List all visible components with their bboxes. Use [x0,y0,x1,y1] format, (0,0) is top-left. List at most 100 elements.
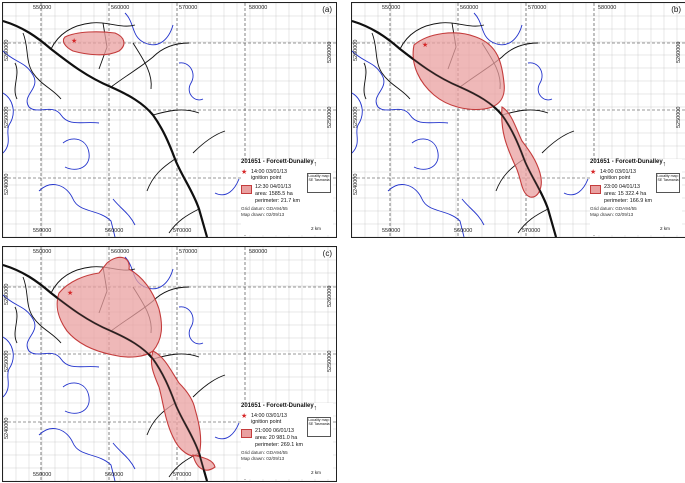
northing-label: 5240000 [4,417,10,439]
coastline [461,198,485,226]
road [541,130,575,154]
coastline [178,62,204,101]
coastline [62,138,90,170]
easting-label: 550000 [382,5,401,11]
ignition-point-icon: ★ [67,289,73,297]
northing-label: 5250000 [4,350,10,372]
scale-bar: 2 km [660,226,670,232]
scale-bar: 2 km [311,226,321,232]
northing-label: 5250000 [4,106,10,128]
ignition-label: ignition point [251,175,282,182]
easting-label: 560000 [111,249,130,255]
road [192,130,226,154]
northing-label: 5260000 [327,285,333,307]
star-icon: ★ [590,168,597,176]
ignition-point-icon: ★ [71,37,77,45]
coastline [214,178,240,196]
northing-label: 5250000 [353,106,359,128]
locality-map: Locality map: SE Tasmania [656,173,680,193]
perimeter-label: perimeter: [255,197,280,204]
northing-label: 5260000 [327,41,333,63]
road [14,306,18,344]
map-drawn: Map drawn: 02/09/13 [241,455,285,461]
map-legend: ↑ Locality map: SE Tasmania 201651 - For… [241,403,333,479]
easting-label: 570000 [173,472,192,478]
north-arrow-icon: ↑ [313,405,318,412]
coastline [38,428,116,481]
easting-label: 550000 [33,249,52,255]
easting-label: 550000 [33,5,52,11]
extent-time: 23:00 04/01/13 [604,184,640,190]
perimeter-value: 21.7 km [280,197,300,204]
legend-title: 201651 - Forcett-Dunalley [590,159,663,165]
fire-extent-polygon [62,31,125,56]
ignition-label: ignition point [600,175,631,182]
coastline [352,92,363,154]
extent-time: 12:30 04/01/13 [255,184,291,190]
road [14,62,18,100]
easting-label: 560000 [111,5,130,11]
road [168,208,200,234]
road [22,276,62,344]
northing-label: 5260000 [4,39,10,61]
area-value: 20 981.0 ha [268,434,298,441]
grid-datum: Grid datum: GDA94/55 [241,450,288,456]
easting-label: 570000 [528,5,547,11]
star-icon: ★ [241,412,248,420]
road [152,109,200,116]
road [146,158,176,192]
easting-label: 570000 [179,249,198,255]
easting-label: 560000 [460,5,479,11]
highway [352,20,557,237]
legend-ignition: ★ 14:00 03/01/13 ignition point [241,413,333,427]
area-label: area: [604,190,617,197]
easting-label: 550000 [382,228,401,234]
coastline [563,178,589,196]
road [517,208,549,234]
north-arrow-icon: ↑ [313,161,318,168]
coastline [527,62,553,101]
ignition-time: 14:00 03/01/13 [251,412,287,419]
highway [3,20,208,237]
coastline [3,50,100,124]
grid-datum: Grid datum: GDA94/55 [590,206,637,212]
highway [3,264,208,481]
area-label: area: [255,190,268,197]
extent-time: 21:000 06/01/13 [255,428,294,434]
map-legend: ↑ Locality map: SE Tasmania 201651 - For… [590,159,682,235]
panel-label: (b) [671,5,681,14]
ignition-time: 14:00 03/01/13 [251,168,287,175]
coastline [352,50,449,124]
map-panel-c: ★ (c) 550000 560000 570000 580000 550000… [2,246,337,482]
northing-label: 5250000 [327,350,333,372]
coastline [3,294,100,368]
legend-extent: 21:000 06/01/13 area: 20 981.0 ha perime… [241,428,333,448]
road [371,32,411,100]
northing-label: 5260000 [353,39,359,61]
road [363,62,367,100]
locality-map-label: Locality map: SE Tasmania [308,418,330,427]
map-panel-a: ★ (a) 550000 560000 570000 580000 550000… [2,2,337,238]
map-drawn: Map drawn: 02/09/13 [241,211,285,217]
north-arrow-icon: ↑ [662,161,667,168]
legend-ignition: ★ 14:00 03/01/13 ignition point [590,169,682,183]
coastline [62,382,90,414]
locality-map: Locality map: SE Tasmania [307,417,331,437]
easting-label: 560000 [105,228,124,234]
easting-label: 550000 [33,228,52,234]
legend-title: 201651 - Forcett-Dunalley [241,403,314,409]
scale-bar: 2 km [311,470,321,476]
fire-extent-swatch [241,185,252,194]
area-value: 1585.5 ha [268,190,293,197]
northing-label: 5240000 [353,173,359,195]
legend-extent: 12:30 04/01/13 area: 1585.5 ha perimeter… [241,184,333,204]
coastline [38,184,116,237]
easting-label: 580000 [598,5,617,11]
legend-extent: 23:00 04/01/13 area: 15 322.4 ha perimet… [590,184,682,204]
road [22,32,62,100]
ignition-label: ignition point [251,419,282,426]
area-label: area: [255,434,268,441]
panel-label: (a) [322,5,332,14]
coastline [3,92,14,154]
map-panel-b: ★ (b) 550000 560000 570000 580000 550000… [351,2,685,238]
